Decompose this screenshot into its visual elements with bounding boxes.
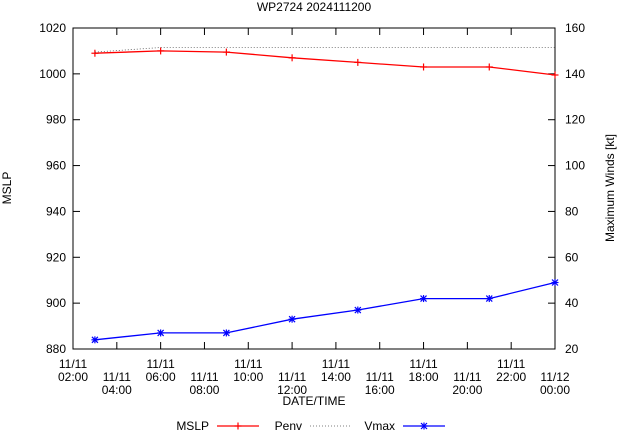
y-right-tick-label: 140 (565, 67, 585, 81)
y-left-tick-label: 1000 (39, 67, 66, 81)
x-tick-date-label: 11/11 (322, 357, 351, 371)
x-tick-date-label: 11/11 (453, 370, 482, 384)
mslp-point (551, 71, 559, 79)
x-tick-date-label: 11/11 (147, 357, 176, 371)
x-tick-time-label: 10:00 (233, 370, 263, 384)
vmax-point-d2 (551, 279, 559, 286)
y-left-tick-label: 880 (46, 342, 66, 356)
x-tick-time-label: 18:00 (409, 370, 439, 384)
mslp-series-line (94, 50, 556, 76)
vmax-point (354, 306, 362, 314)
y-left-tick-label: 900 (46, 296, 66, 310)
vmax-point (91, 336, 99, 344)
y-right-tick-label: 100 (565, 159, 585, 173)
y-right-tick-label: 160 (565, 21, 585, 35)
x-tick-time-label: 00:00 (540, 383, 570, 397)
x-tick-time-label: 22:00 (496, 370, 526, 384)
x-tick-time-label: 20:00 (452, 383, 482, 397)
x-tick-date-label: 11/11 (497, 357, 526, 371)
legend: MSLP Penv Vmax (176, 419, 445, 433)
legend-label-mslp: MSLP (176, 419, 209, 432)
x-tick-date-label: 11/11 (59, 357, 88, 371)
x-tick-time-label: 12:00 (277, 383, 307, 397)
vmax-point (420, 295, 428, 303)
vmax-series-line (94, 281, 556, 341)
plot-area: 880 900 920 940 960 980 1000 1020 20 40 60 80 100 120… (39, 21, 585, 397)
mslp-point (157, 47, 165, 55)
mslp-point (420, 63, 428, 71)
y-right-tick-label: 60 (565, 250, 579, 264)
mslp-point (485, 63, 493, 71)
legend-marker-vmax (420, 422, 428, 430)
y-axis-left-label: MSLP (0, 172, 14, 205)
x-tick-date-label: 11/11 (103, 370, 132, 384)
legend-label-vmax: Vmax (364, 419, 395, 432)
x-tick-date-label: 11/11 (366, 370, 395, 384)
x-tick-time-label: 08:00 (189, 383, 219, 397)
legend-marker-mslp (234, 422, 242, 430)
vmax-point-d2 (91, 336, 99, 344)
x-tick-time-label: 06:00 (146, 370, 176, 384)
vmax-point-d2 (420, 295, 427, 302)
vmax-point (222, 329, 230, 337)
x-tick-time-label: 02:00 (58, 370, 88, 384)
y-left-tick-label: 980 (46, 113, 66, 127)
mslp-point (354, 58, 362, 66)
vmax-point (485, 295, 493, 303)
vmax-point-d2 (157, 329, 165, 337)
vmax-point (288, 315, 296, 323)
y-left-tick-label: 960 (46, 159, 66, 173)
x-tick-date-label: 11/11 (190, 370, 219, 384)
vmax-point (157, 329, 165, 337)
y-right-tick-label: 40 (565, 296, 579, 310)
x-axis-label: DATE/TIME (282, 394, 345, 408)
mslp-point (288, 54, 296, 62)
y-left-tick-label: 920 (46, 250, 66, 264)
chart-title: WP2724 2024111200 (257, 0, 372, 14)
penv-series-line (94, 47, 555, 53)
y-left-tick-label: 940 (46, 204, 66, 218)
vmax-point-d2 (354, 306, 362, 314)
x-tick-date-label: 11/11 (278, 370, 307, 384)
legend-marker-vmax-d2 (420, 422, 428, 430)
x-tick-time-label: 16:00 (365, 383, 395, 397)
mslp-point (91, 49, 99, 57)
y-right-tick-label: 120 (565, 113, 585, 127)
vmax-point (551, 279, 559, 287)
y-axis-right-label: Maximum Winds [kt] (603, 134, 617, 242)
vmax-point-d2 (485, 295, 493, 302)
y-left-tick-label: 1020 (39, 21, 66, 35)
x-tick-time-label: 04:00 (102, 383, 132, 397)
x-tick-date-label: 11/11 (409, 357, 438, 371)
plot-frame (72, 27, 556, 350)
mslp-point (222, 48, 230, 56)
x-tick-date-label: 11/11 (234, 357, 263, 371)
x-tick-time-label: 14:00 (321, 370, 351, 384)
y-right-tick-label: 20 (565, 342, 579, 356)
vmax-point-d2 (288, 315, 296, 323)
legend-label-penv: Penv (275, 419, 302, 432)
x-tick-date-label: 11/12 (540, 370, 569, 384)
y-right-tick-label: 80 (565, 204, 579, 218)
vmax-point-d2 (222, 329, 230, 337)
